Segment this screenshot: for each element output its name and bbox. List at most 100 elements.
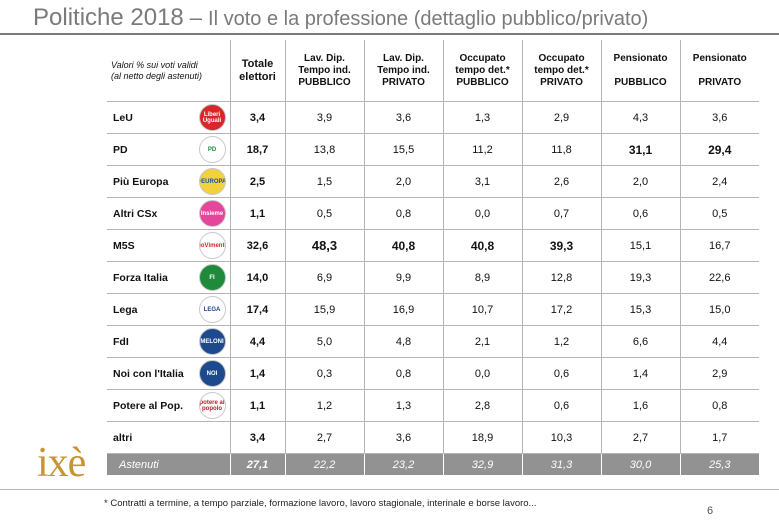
value-cell: 2,0 [363,165,443,198]
party-cell: Forza Italia FI [107,261,230,294]
party-cell: Lega LEGA [107,293,230,326]
total-value: 1,1 [229,197,285,230]
value-cell: 3,6 [363,101,443,134]
total-value: 1,1 [229,389,285,422]
value-cell: 0,0 [442,197,522,230]
column-header-line: Lav. Dip. [383,52,424,64]
column-header: Pensionato PUBBLICO [600,40,680,102]
party-cell-content: Lega LEGA [107,294,230,325]
party-cell: Noi con l'Italia NOI [107,357,230,390]
leu-logo: Liberi Uguali [198,104,226,131]
table-header: Valori % sui voti validi (al netto degli… [107,40,759,102]
value-cell: 1,6 [600,389,680,422]
column-header-line: PUBBLICO [298,76,351,88]
values-note-line2: (al netto degli astenuti) [111,70,203,81]
lega-logo: LEGA [198,296,226,323]
value-cell: 2,1 [442,325,522,358]
value-cell: 0,5 [679,197,759,230]
total-value: 4,4 [229,325,285,358]
column-header-line: Lav. Dip. [304,52,345,64]
value-cell: 0,7 [521,197,601,230]
total-value: 3,4 [229,101,285,134]
altri-csx-logo: Insieme [198,200,226,227]
value-cell: 16,9 [363,293,443,326]
value-cell: 15,9 [284,293,364,326]
party-name: altri [113,431,133,444]
value-cell: 12,8 [521,261,601,294]
column-header: Lav. Dip. Tempo ind. PUBBLICO [284,40,364,102]
party-name: M5S [113,239,135,252]
value-cell: 6,9 [284,261,364,294]
piu-europa-logo: +EUROPA [198,168,226,195]
total-value: 1,4 [229,357,285,390]
value-cell: 2,9 [521,101,601,134]
ixe-logo: ixè [37,440,86,486]
title-subtitle: Il voto e la professione (dettaglio pubb… [208,8,649,30]
column-header-line: PRIVATO [382,76,425,88]
value-cell: 1,2 [521,325,601,358]
value-cell: 0,8 [363,357,443,390]
table-row: Altri CSx Insieme 1,1 0,5 0,8 0,0 0,7 0,6 0,5 [107,197,759,230]
party-name: PD [113,143,128,156]
party-cell-content: Forza Italia FI [107,262,230,293]
value-cell: 0,3 [284,357,364,390]
total-value: 17,4 [229,293,285,326]
party-cell-content: Più Europa +EUROPA [107,166,230,197]
party-cell-content: FdI MELONI [107,326,230,357]
value-cell: 11,8 [521,133,601,166]
value-cell: 19,3 [600,261,680,294]
column-header-line: Pensionato [692,52,747,64]
party-cell-content: LeU Liberi Uguali [107,102,230,133]
value-cell: 10,7 [442,293,522,326]
party-name: Altri CSx [113,207,158,220]
table-row: M5SMoVimento32,648,340,840,839,315,116,7 [107,229,759,262]
value-cell: 39,3 [521,229,601,262]
table-row: PD PD 18,7 13,8 15,5 11,2 11,8 31,1 29,4 [107,133,759,166]
value-cell: 5,0 [284,325,364,358]
value-cell: 1,5 [284,165,364,198]
party-cell: Potere al Pop. potere al popolo [107,389,230,422]
party-cell: altri [107,421,230,454]
value-cell: 16,7 [679,229,759,262]
values-note: Valori % sui voti validi (al netto degli… [107,40,230,102]
abstain-total: 27,1 [229,453,285,475]
party-cell-content: PD PD [107,134,230,165]
total-value: 2,5 [229,165,285,198]
column-header-line: Occupato [538,52,585,64]
value-cell: 0,5 [284,197,364,230]
value-cell: 11,2 [442,133,522,166]
value-cell: 3,6 [679,101,759,134]
column-header: Occupato tempo det.* PRIVATO [521,40,601,102]
value-cell: 4,4 [679,325,759,358]
column-header-line: PRIVATO [698,76,742,88]
total-value: 18,7 [229,133,285,166]
value-cell: 0,8 [679,389,759,422]
value-cell: 40,8 [363,229,443,262]
page-title: Politiche 2018– Il voto e la professione … [33,4,648,32]
column-header-line: PUBBLICO [614,76,667,88]
value-cell: 6,6 [600,325,680,358]
column-header: Occupato tempo det.* PUBBLICO [442,40,522,102]
column-header-line: Tempo ind. [298,64,351,76]
table-row: Più Europa +EUROPA 2,5 1,5 2,0 3,1 2,6 2,0 2,4 [107,165,759,198]
value-cell: 10,3 [521,421,601,454]
title-dash: – [189,5,203,30]
abstain-value: 30,0 [600,453,680,475]
value-cell: 9,9 [363,261,443,294]
value-cell: 18,9 [442,421,522,454]
column-header-line [681,65,760,77]
table-row: LeU Liberi Uguali 3,4 3,9 3,6 1,3 2,9 4,3 3,6 [107,101,759,134]
title-divider [0,33,779,35]
party-name: Più Europa [113,175,169,188]
party-cell-content: Altri CSx Insieme [107,198,230,229]
value-cell: 48,3 [284,229,364,262]
value-cell: 3,1 [442,165,522,198]
party-name: Potere al Pop. [113,399,184,412]
value-cell: 4,3 [600,101,680,134]
potere-al-popolo-logo: potere al popolo [198,392,226,419]
noi-con-italia-logo: NOI [198,360,226,387]
party-cell: Più Europa +EUROPA [107,165,230,198]
title-main: Politiche 2018 [33,4,184,31]
abstain-value: 22,2 [284,453,364,475]
total-value: 32,6 [229,229,285,262]
